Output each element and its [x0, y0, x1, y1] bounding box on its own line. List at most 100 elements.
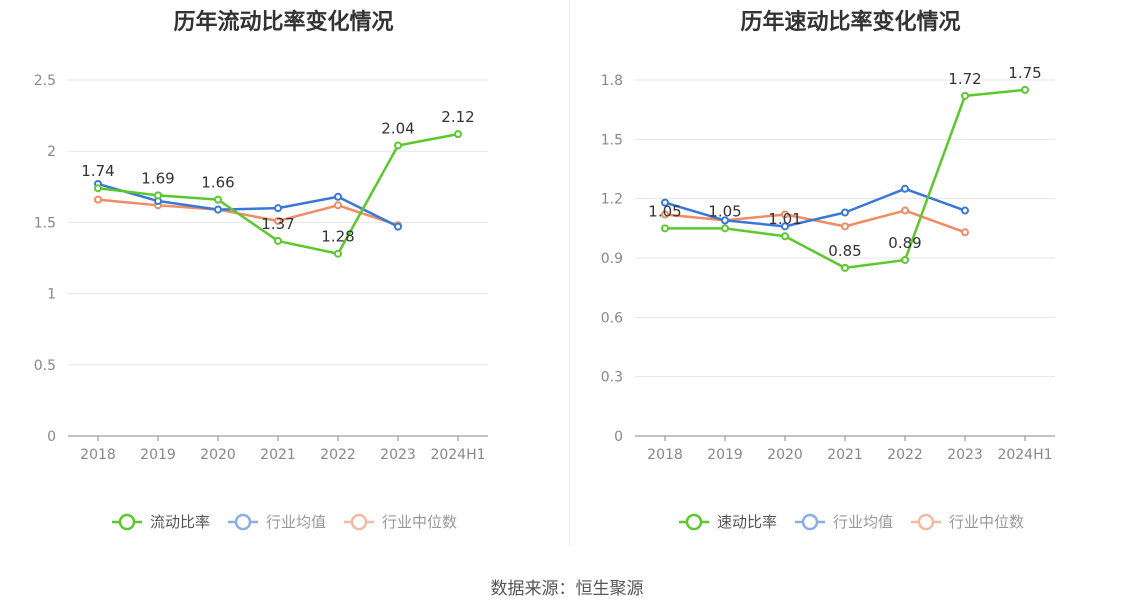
series-point-0[interactable] [94, 184, 102, 193]
series-point-0[interactable] [1021, 85, 1029, 94]
y-tick-label: 0.5 [34, 358, 56, 374]
series-point-1[interactable] [841, 208, 849, 217]
quick-ratio-chart: 历年速动比率变化情况 0 0.3 0.6 0.9 1.2 1.5 1.8 2018 2019 20… [567, 0, 1134, 560]
y-tick-label: 0.9 [601, 251, 623, 267]
series-point-1[interactable] [901, 184, 909, 193]
x-tick-label: 2020 [767, 447, 803, 463]
series-point-0[interactable] [721, 224, 729, 233]
series-point-0[interactable] [781, 232, 789, 241]
x-tick-label: 2021 [260, 447, 296, 463]
series-point-0[interactable] [274, 236, 282, 245]
series-line-0 [97, 132, 459, 255]
chart-title: 历年速动比率变化情况 [740, 10, 961, 35]
legend-marker [234, 513, 252, 531]
data-source-note: 数据来源：恒生聚源 [490, 579, 644, 599]
legend-item-0[interactable]: 流动比率 [112, 513, 210, 531]
y-tick-label: 2 [47, 144, 56, 160]
series-point-0[interactable] [454, 130, 462, 139]
x-tick-label: 2019 [707, 447, 743, 463]
series-point-2[interactable] [334, 201, 342, 210]
legend-marker [118, 513, 136, 531]
series-point-2[interactable] [661, 210, 669, 219]
legend-label: 行业中位数 [949, 513, 1024, 531]
x-tick-label: 2019 [140, 447, 176, 463]
series-point-2[interactable] [274, 216, 282, 225]
x-tick-label: 2024H1 [997, 447, 1052, 463]
chart-title: 历年流动比率变化情况 [173, 10, 394, 35]
current-ratio-plot: 0 0.5 1 1.5 2 2.5 2018 2019 2020 2021 2022 2023 2024… [34, 73, 488, 531]
series-point-1[interactable] [721, 216, 729, 225]
y-tick-label: 1.5 [601, 132, 623, 148]
legend-item-1[interactable]: 行业均值 [795, 513, 893, 531]
series-point-0[interactable] [901, 255, 909, 264]
data-label: 0.89 [888, 234, 921, 252]
current-ratio-chart: 历年流动比率变化情况 0 0.5 1 1.5 2 2.5 2018 2019 2020 2021 2… [0, 0, 567, 560]
x-tick-label: 2023 [380, 447, 416, 463]
y-tick-label: 0 [47, 429, 56, 445]
series-point-1[interactable] [961, 206, 969, 215]
data-label: 1.05 [648, 202, 681, 220]
quick-ratio-plot: 0 0.3 0.6 0.9 1.2 1.5 1.8 2018 2019 2020 2021 2022 2… [601, 64, 1055, 531]
legend-label: 行业中位数 [382, 513, 457, 531]
data-label: 1.37 [261, 215, 294, 233]
series-point-0[interactable] [154, 191, 162, 200]
data-label: 1.01 [768, 210, 801, 228]
x-tick-label: 2018 [80, 447, 116, 463]
x-tick-label: 2020 [200, 447, 236, 463]
x-tick-label: 2024H1 [430, 447, 485, 463]
legend-marker [801, 513, 819, 531]
series-point-2[interactable] [94, 195, 102, 204]
series-point-0[interactable] [214, 195, 222, 204]
y-tick-label: 1.2 [601, 192, 623, 208]
data-label: 1.75 [1008, 64, 1041, 82]
legend-marker [350, 513, 368, 531]
series-point-2[interactable] [841, 222, 849, 231]
data-label: 2.12 [441, 108, 474, 126]
series-point-1[interactable] [394, 222, 402, 231]
data-label: 0.85 [828, 242, 861, 260]
x-tick-label: 2018 [647, 447, 683, 463]
data-label: 1.69 [141, 169, 174, 187]
series-line-1 [97, 182, 399, 228]
y-tick-label: 2.5 [34, 73, 56, 89]
series-point-1[interactable] [781, 222, 789, 231]
data-label: 2.04 [381, 120, 414, 138]
series-point-1[interactable] [274, 204, 282, 213]
series-point-1[interactable] [214, 205, 222, 214]
y-tick-label: 1.8 [601, 73, 623, 89]
legend-label: 流动比率 [150, 513, 210, 531]
data-label: 1.74 [81, 162, 114, 180]
series-point-1[interactable] [334, 192, 342, 201]
legend-label: 速动比率 [717, 513, 777, 531]
y-tick-label: 1.5 [34, 215, 56, 231]
data-label: 1.72 [948, 70, 981, 88]
y-tick-label: 0.6 [601, 310, 623, 326]
y-tick-label: 0.3 [601, 370, 623, 386]
legend-item-0[interactable]: 速动比率 [679, 513, 777, 531]
x-tick-label: 2022 [887, 447, 923, 463]
series-point-2[interactable] [781, 210, 789, 219]
x-tick-label: 2021 [827, 447, 863, 463]
y-tick-label: 1 [47, 287, 56, 303]
x-tick-label: 2023 [947, 447, 983, 463]
series-point-0[interactable] [661, 224, 669, 233]
data-label: 1.05 [708, 202, 741, 220]
series-point-0[interactable] [334, 249, 342, 258]
x-tick-label: 2022 [320, 447, 356, 463]
y-tick-label: 0 [614, 429, 623, 445]
series-point-0[interactable] [841, 263, 849, 272]
legend-item-2[interactable]: 行业中位数 [911, 513, 1024, 531]
data-label: 1.28 [321, 228, 354, 246]
series-point-0[interactable] [961, 91, 969, 100]
series-point-0[interactable] [394, 141, 402, 150]
series-point-2[interactable] [961, 228, 969, 237]
series-point-1[interactable] [661, 198, 669, 207]
legend-item-2[interactable]: 行业中位数 [344, 513, 457, 531]
legend-item-1[interactable]: 行业均值 [228, 513, 326, 531]
series-line-2 [97, 198, 399, 227]
series-line-1 [664, 187, 966, 228]
series-point-2[interactable] [901, 206, 909, 215]
legend-marker [917, 513, 935, 531]
panel-divider [569, 0, 570, 545]
data-label: 1.66 [201, 174, 234, 192]
